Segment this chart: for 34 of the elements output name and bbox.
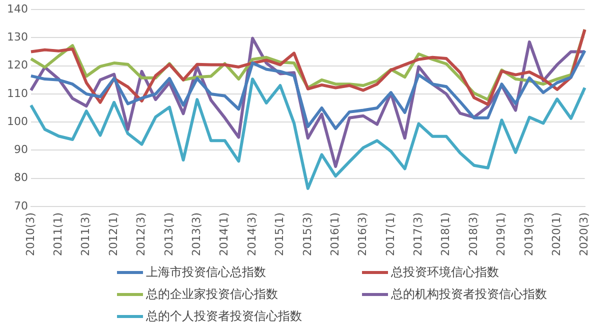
y-tick-label: 120	[6, 58, 28, 72]
y-tick-label: 100	[6, 114, 28, 128]
x-tick-label: 2017(3)	[412, 212, 425, 256]
x-tick-label: 2018(1)	[439, 212, 452, 256]
x-tick-label: 2019(3)	[522, 212, 536, 256]
x-tick-label: 2011(1)	[52, 212, 65, 256]
y-tick-label: 90	[14, 143, 28, 156]
x-tick-label: 2014(3)	[245, 212, 258, 256]
legend-label: 上海市投资信心总指数	[146, 264, 266, 280]
x-tick-label: 2017(1)	[384, 212, 397, 256]
legend-label: 总的个人投资者投资信心指数	[146, 308, 302, 324]
x-tick-label: 2012(1)	[106, 212, 120, 256]
legend-label: 总的企业家投资信心指数	[146, 286, 278, 302]
x-tick-label: 2019(1)	[494, 212, 508, 256]
y-tick-label: 130	[6, 30, 28, 44]
y-tick-label: 110	[6, 86, 28, 100]
legend-label: 总投资环境信心指数	[391, 264, 499, 280]
x-tick-label: 2016(3)	[356, 212, 370, 256]
x-tick-label: 2014(1)	[218, 212, 231, 256]
y-tick-label: 140	[6, 2, 28, 16]
x-tick-label: 2015(1)	[273, 212, 286, 256]
legend-label: 总的机构投资者投资信心指数	[391, 286, 547, 302]
x-tick-label: 2015(3)	[300, 212, 314, 256]
x-tick-label: 2011(3)	[79, 212, 92, 256]
x-tick-label: 2010(3)	[24, 212, 37, 256]
x-tick-label: 2020(3)	[578, 212, 591, 256]
x-tick-label: 2018(3)	[466, 212, 480, 256]
x-tick-label: 2013(3)	[190, 212, 203, 256]
y-tick-label: 80	[14, 171, 28, 184]
x-tick-label: 2012(3)	[134, 212, 148, 256]
x-tick-label: 2020(1)	[550, 212, 563, 256]
x-tick-label: 2013(1)	[162, 212, 176, 256]
x-tick-label: 2016(1)	[328, 212, 342, 256]
y-tick-label: 70	[14, 199, 28, 212]
